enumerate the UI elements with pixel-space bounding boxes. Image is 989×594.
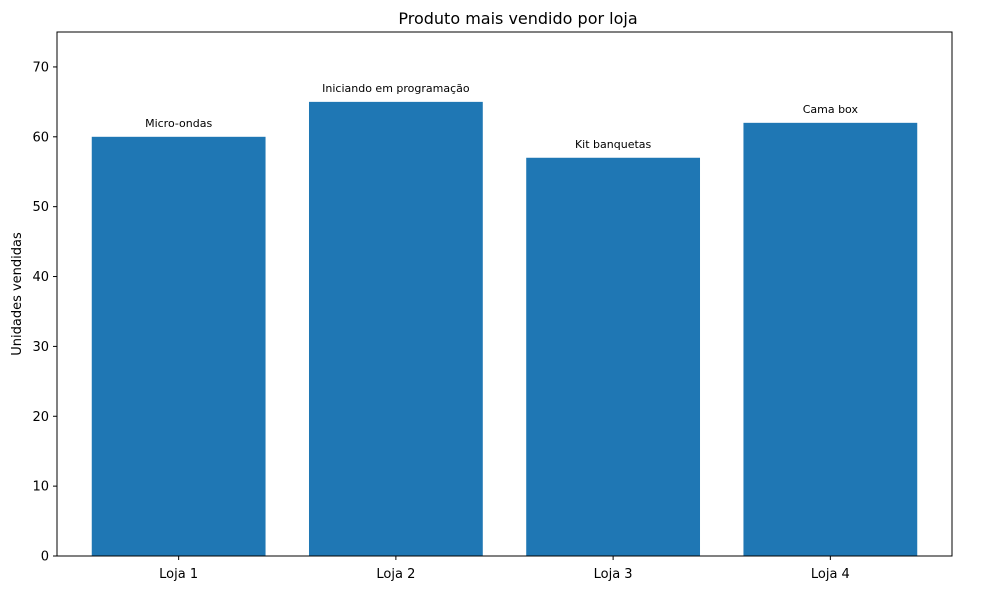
x-tick-label-1: Loja 1	[159, 567, 198, 582]
y-tick-label-20: 20	[32, 410, 49, 425]
bar-label-1: Micro-ondas	[145, 117, 212, 130]
x-tick-label-2: Loja 2	[376, 567, 415, 582]
x-axis-ticks: Loja 1 Loja 2 Loja 3 Loja 4	[159, 556, 850, 582]
y-axis-label: Unidades vendidas	[10, 232, 25, 356]
y-tick-label-70: 70	[32, 60, 49, 75]
bar-1	[91, 136, 266, 557]
bar-2	[308, 101, 483, 556]
y-tick-label-40: 40	[32, 270, 49, 285]
bar-labels-group: Micro-ondas Iniciando em programação Kit b…	[145, 82, 858, 151]
bar-4	[743, 122, 918, 557]
y-tick-label-10: 10	[32, 480, 49, 495]
y-tick-label-0: 0	[41, 550, 49, 565]
bar-label-4: Cama box	[803, 103, 859, 116]
bar-label-2: Iniciando em programação	[322, 82, 470, 95]
chart-title: Produto mais vendido por loja	[398, 9, 637, 28]
plot-frame	[56, 31, 953, 557]
bar-label-3: Kit banquetas	[575, 138, 652, 151]
x-tick-label-4: Loja 4	[811, 567, 850, 582]
bars-group	[91, 101, 918, 557]
bar-3	[526, 157, 701, 556]
y-tick-label-50: 50	[32, 200, 49, 215]
y-tick-label-30: 30	[32, 340, 49, 355]
y-axis-ticks: 0 10 20 30 40 50 60 70	[32, 60, 57, 565]
x-tick-label-3: Loja 3	[594, 567, 633, 582]
y-tick-label-60: 60	[32, 130, 49, 145]
